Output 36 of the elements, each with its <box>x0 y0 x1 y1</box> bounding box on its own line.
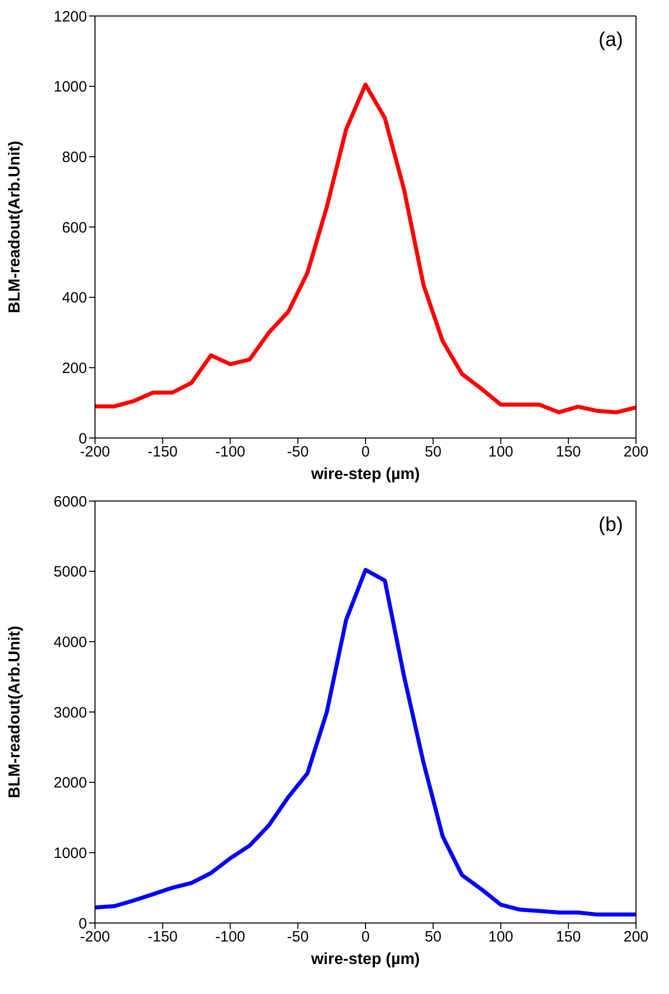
x-axis-title: wire-step (µm) <box>310 466 420 483</box>
y-tick-label: 1000 <box>54 78 87 96</box>
x-tick-label: -100 <box>215 444 246 461</box>
y-tick-label: 600 <box>62 219 87 236</box>
y-axis-title: BLM-readout(Arb.Unit) <box>6 626 24 798</box>
y-tick-label: 1200 <box>54 8 87 26</box>
x-tick-label: -150 <box>148 444 178 461</box>
line-series <box>95 82 636 414</box>
y-tick-label: 800 <box>62 148 87 166</box>
y-tick-label: 4000 <box>54 634 87 651</box>
y-tick-label: 1000 <box>54 844 87 862</box>
line-series <box>95 568 636 917</box>
x-tick-label: 150 <box>556 444 581 461</box>
y-tick-label: 3000 <box>54 704 87 722</box>
y-tick-label: 5000 <box>54 564 87 581</box>
x-tick-label: 50 <box>424 928 442 946</box>
x-axis-title: wire-step (µm) <box>310 951 420 968</box>
x-tick-label: 200 <box>623 444 649 461</box>
x-tick-label: 100 <box>488 928 514 946</box>
x-tick-label: -150 <box>148 928 178 946</box>
y-tick-label: 2000 <box>54 774 87 792</box>
y-tick-label: 6000 <box>54 493 87 510</box>
x-tick-label: 150 <box>556 928 581 946</box>
x-tick-label: -50 <box>287 928 309 946</box>
x-tick-label: 100 <box>488 444 514 461</box>
annotation: (b) <box>598 514 623 537</box>
x-tick-label: 0 <box>361 444 370 461</box>
x-tick-label: -50 <box>287 444 309 461</box>
y-tick-label: 400 <box>62 290 87 307</box>
x-tick-label: -100 <box>215 928 246 946</box>
x-tick-label: 0 <box>361 928 370 946</box>
annotation: (a) <box>598 29 623 52</box>
x-tick-label: 200 <box>623 928 649 946</box>
x-tick-label: 50 <box>424 444 442 461</box>
y-axis-title: BLM-readout(Arb.Unit) <box>6 140 24 314</box>
y-tick-label: 200 <box>62 360 87 377</box>
